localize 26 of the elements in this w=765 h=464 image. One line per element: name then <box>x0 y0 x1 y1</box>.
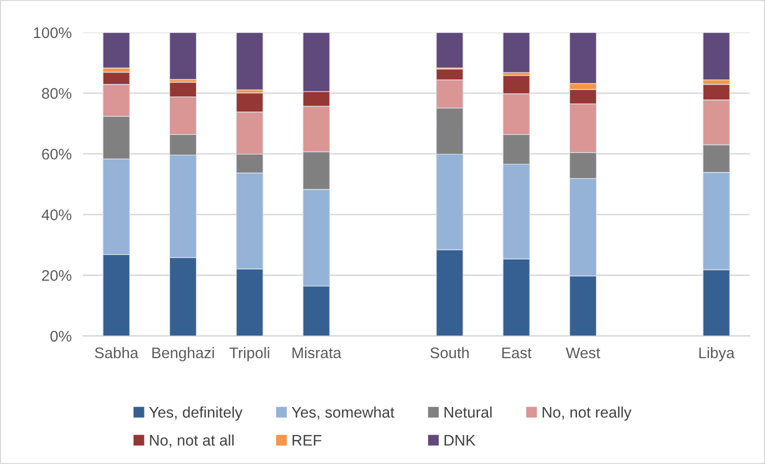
x-tick-label: Tripoli <box>230 347 270 362</box>
x-tick-label: South <box>430 347 469 358</box>
bar <box>169 32 197 80</box>
legend-label: No, not really <box>542 406 632 421</box>
legend-label: No, not at all <box>150 434 234 448</box>
legend-label: Yes, definitely <box>149 406 242 421</box>
x-tick-label: Misrata <box>292 347 342 358</box>
y-tick-label: 100% <box>34 27 72 38</box>
x-tick-label: Libya <box>699 347 735 362</box>
y-tick-label: 40% <box>42 209 72 220</box>
bar <box>102 32 130 68</box>
x-tick-label: West <box>566 348 600 358</box>
y-tick-label: 60% <box>42 148 72 160</box>
legend-label: Netural <box>444 406 492 418</box>
y-tick-label: 0% <box>50 330 72 342</box>
x-tick-label: Sabha <box>94 347 138 358</box>
x-tick-label: East <box>502 348 532 358</box>
bar <box>236 32 264 90</box>
legend-label: Yes, somewhat <box>292 406 394 420</box>
x-tick-label: Benghazi <box>152 347 214 362</box>
y-tick-label: 20% <box>42 270 72 281</box>
legend-label: DNK <box>444 435 476 446</box>
legend-label: REF <box>292 435 322 446</box>
y-tick-label: 80% <box>42 88 72 99</box>
bar <box>702 32 730 80</box>
bar <box>502 32 530 73</box>
